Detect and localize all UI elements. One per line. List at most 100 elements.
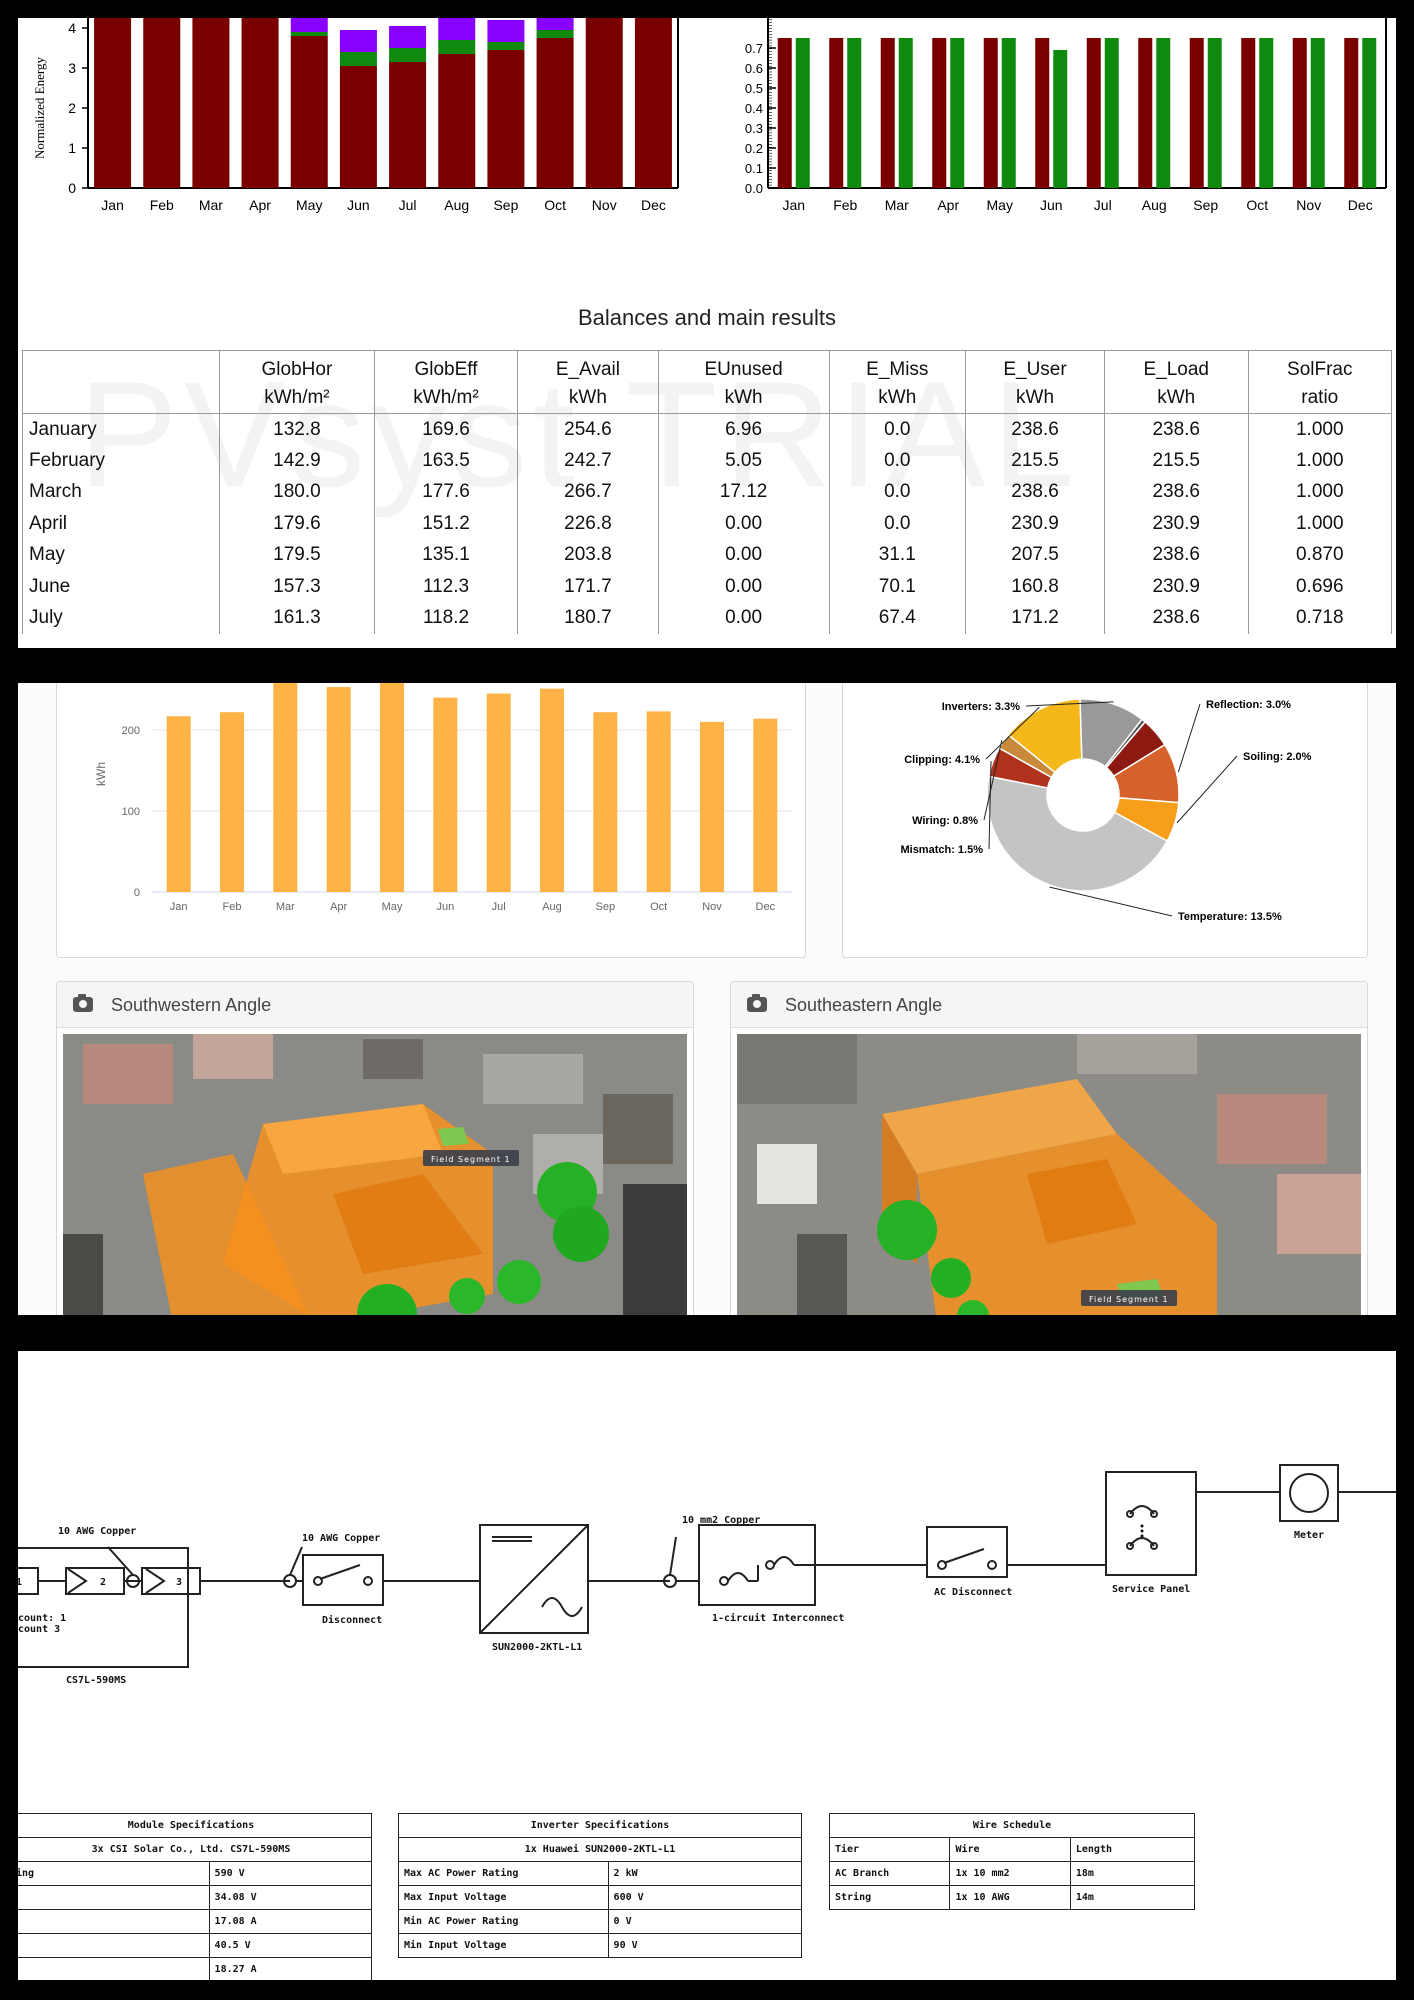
bar xyxy=(700,721,724,892)
column-unit: kWh xyxy=(965,382,1105,414)
table-cell: 238.6 xyxy=(1103,413,1249,445)
spec-row: Min AC Power Rating 0 V xyxy=(398,1909,803,1934)
wire-schedule-table: Wire Schedule Tier Wire Length AC Branch 1x … xyxy=(828,1813,1196,1910)
table-cell: 1.000 xyxy=(1247,413,1392,445)
spec-cell xyxy=(18,1957,210,1980)
spec-cell: 18m xyxy=(1069,1861,1196,1886)
ac-disconnect-label: AC Disconnect xyxy=(934,1586,1012,1598)
photo-title: Southwestern Angle xyxy=(111,995,272,1015)
table-cell: 132.8 xyxy=(219,413,375,445)
column-header: E_Avail xyxy=(517,350,659,382)
x-tick-label: Jan xyxy=(170,901,188,913)
bar xyxy=(433,697,458,892)
table-cell: 238.6 xyxy=(1103,539,1249,571)
y-tick-label: 100 xyxy=(122,806,140,818)
y-tick-label: 0.5 xyxy=(745,81,763,96)
inverter-label: SUN2000-2KTL-L1 xyxy=(492,1642,582,1653)
table-cell: 230.9 xyxy=(1103,571,1249,603)
leader-line xyxy=(988,761,992,850)
spec-title: Module Specifications xyxy=(18,1813,372,1838)
table-cell: 118.2 xyxy=(373,602,519,634)
table-cell: 70.1 xyxy=(828,571,967,603)
bar xyxy=(438,18,476,40)
bar xyxy=(1259,38,1274,188)
y-tick-label: 0.7 xyxy=(745,41,763,56)
slice-label: Temperature: 13.5% xyxy=(1178,911,1282,923)
electrical-diagram: 10 AWG Copper 10 AWG Copper 10 mm2 Coppe… xyxy=(18,1464,1396,1686)
donut-slice xyxy=(1113,797,1180,843)
spec-cell: 1x 10 mm2 xyxy=(949,1861,1071,1886)
spec-row: 34.08 V xyxy=(18,1885,373,1910)
spec-cell: AC Branch xyxy=(828,1861,951,1886)
single-line-diagram-panel: 10 AWG Copper 10 AWG Copper 10 mm2 Coppe… xyxy=(18,1351,1396,1980)
x-tick-label: May xyxy=(987,197,1013,213)
bar xyxy=(273,683,298,892)
module-specifications-table: Module Specifications 3x CSI Solar Co., … xyxy=(18,1813,373,1980)
bar xyxy=(1104,38,1119,188)
bar xyxy=(487,20,525,42)
bar xyxy=(898,38,913,188)
table-row: May 179.5 135.1 203.8 0.00 31.1 207.5 238.6 0.87… xyxy=(22,539,1392,571)
photo-card-southeast[interactable]: Southeastern Angle Field Segment 1 xyxy=(730,981,1368,1315)
table-row: April 179.6 151.2 226.8 0.00 0.0 230.9 230.9 1.0… xyxy=(22,508,1392,540)
donut-hole xyxy=(1048,760,1118,830)
slice-label: Mismatch: 1.5% xyxy=(900,844,983,856)
y-tick-label: 0.4 xyxy=(745,101,763,116)
spec-cell: ing xyxy=(18,1861,210,1886)
bar xyxy=(486,693,511,892)
bar xyxy=(339,66,377,188)
spec-cell: Max AC Power Rating xyxy=(398,1861,609,1886)
bar xyxy=(326,687,351,892)
x-tick-label: Apr xyxy=(249,197,271,213)
bar xyxy=(950,38,965,188)
x-tick-label: Sep xyxy=(1193,197,1218,213)
spec-row: 40.5 V xyxy=(18,1933,373,1958)
bar xyxy=(1189,38,1204,188)
table-cell: 17.12 xyxy=(657,476,830,508)
table-cell: 0.00 xyxy=(657,508,830,540)
string-num: 2 xyxy=(100,1577,106,1588)
table-cell: 0.00 xyxy=(657,571,830,603)
table-cell: 226.8 xyxy=(517,508,659,540)
x-tick-label: Feb xyxy=(223,901,242,913)
string-num: 1 xyxy=(18,1577,22,1588)
southeast-aerial-image[interactable]: Field Segment 1 xyxy=(737,1034,1361,1315)
bar xyxy=(339,30,377,52)
bar xyxy=(1035,38,1050,188)
slice-label: Wiring: 0.8% xyxy=(912,815,978,827)
x-tick-label: Jan xyxy=(101,197,124,213)
module-model: CS7L-590MS xyxy=(66,1675,126,1686)
x-tick-label: Jul xyxy=(399,197,417,213)
spec-cell: 1x 10 AWG xyxy=(949,1885,1071,1910)
bar xyxy=(1138,38,1153,188)
bar xyxy=(540,688,564,892)
bar xyxy=(1362,38,1377,188)
photo-card-southwest[interactable]: Southwestern Angle Field Segment 1 xyxy=(56,981,694,1315)
bar xyxy=(829,38,844,188)
table-cell: 151.2 xyxy=(373,508,519,540)
bar xyxy=(166,716,191,892)
x-tick-label: Oct xyxy=(544,197,566,213)
southwest-aerial-image[interactable]: Field Segment 1 xyxy=(63,1034,687,1315)
monthly-production-chart: 0 100 200 kWh Jan Feb Mar Apr May Jun Jul Aug Sep Oct… xyxy=(94,683,792,913)
slice-label: Soiling: 2.0% xyxy=(1243,751,1312,763)
spec-cell: Length xyxy=(1069,1837,1196,1862)
column-header: GlobHor xyxy=(219,350,375,382)
disconnect-label: Disconnect xyxy=(322,1614,382,1626)
bar xyxy=(932,38,947,188)
x-tick-label: Mar xyxy=(199,197,223,213)
y-tick-label: 0.0 xyxy=(745,181,763,196)
wire-label: 10 AWG Copper xyxy=(58,1526,136,1537)
table-cell: 179.5 xyxy=(219,539,375,571)
table-cell: 180.7 xyxy=(517,602,659,634)
spec-cell xyxy=(18,1909,210,1934)
x-tick-label: May xyxy=(296,197,322,213)
x-tick-label: Feb xyxy=(833,197,857,213)
table-cell: 238.6 xyxy=(965,476,1105,508)
slice-label: Clipping: 4.1% xyxy=(904,754,980,766)
spec-cell: 40.5 V xyxy=(208,1933,373,1958)
spec-cell: 34.08 V xyxy=(208,1885,373,1910)
column-header: E_Miss xyxy=(828,350,967,382)
table-cell: 230.9 xyxy=(965,508,1105,540)
bar xyxy=(536,30,574,38)
